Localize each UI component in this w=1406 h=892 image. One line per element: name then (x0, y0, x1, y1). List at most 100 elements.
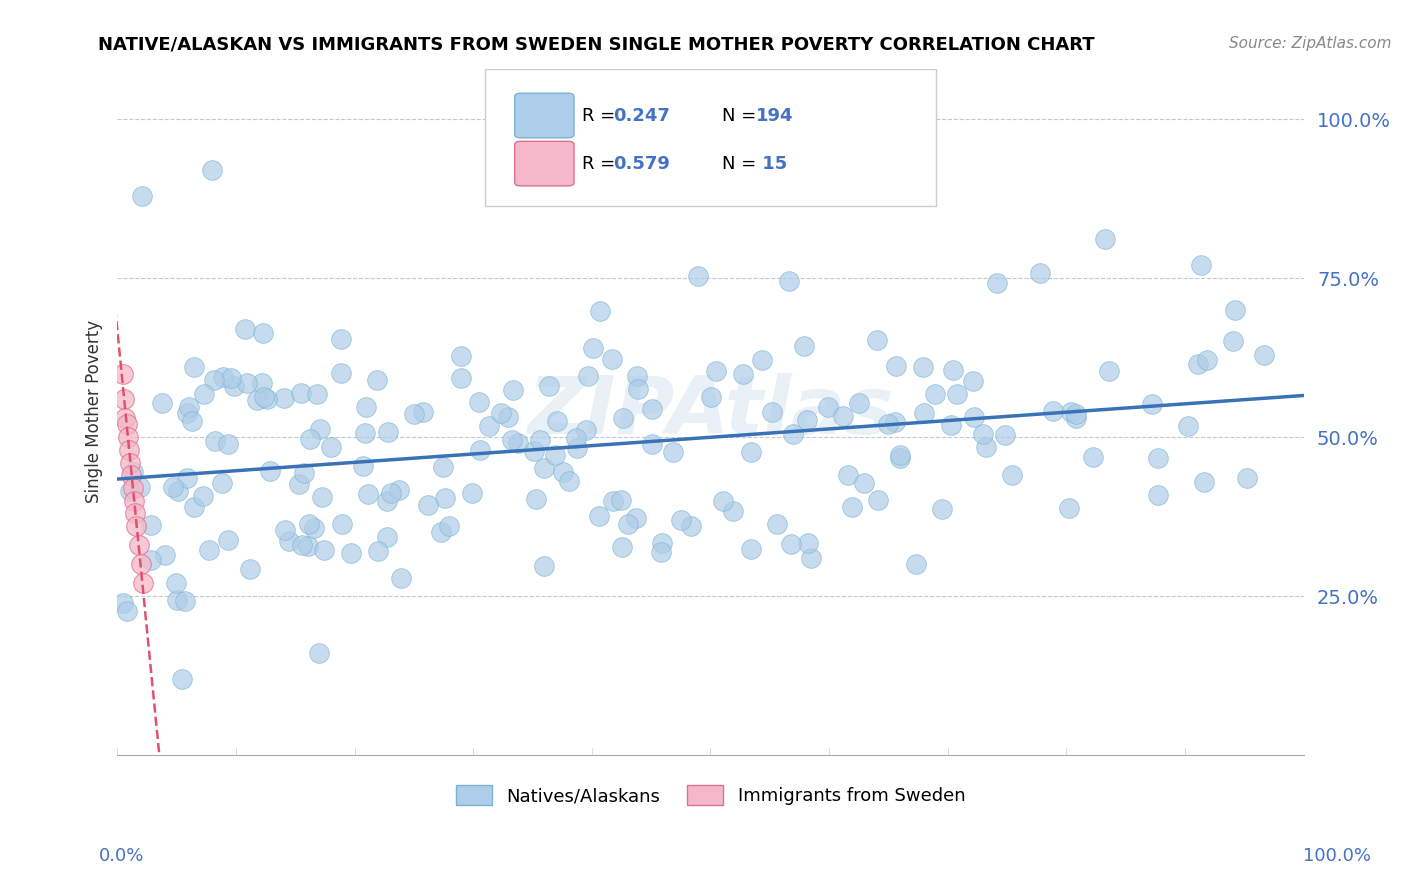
Point (761, 405, 783, 419)
Point (128, 538, 150, 552)
Point (246, 393, 269, 408)
Point (132, 576, 155, 591)
Point (533, 559, 555, 574)
Point (1236, 471, 1258, 485)
Point (588, 509, 610, 524)
Point (478, 419, 501, 434)
Point (115, 417, 138, 432)
Point (183, 359, 205, 374)
Point (450, 371, 472, 385)
Point (124, 507, 146, 521)
Point (711, 494, 734, 508)
Point (122, 465, 145, 479)
Point (491, 406, 513, 420)
Point (1094, 232, 1116, 246)
Point (780, 537, 803, 551)
Point (118, 442, 141, 457)
Point (669, 513, 692, 527)
Point (125, 519, 148, 533)
Point (311, 490, 333, 504)
Point (252, 326, 274, 340)
Text: 0.247: 0.247 (613, 106, 671, 125)
Point (884, 359, 907, 374)
Point (297, 539, 319, 553)
Text: Source: ZipAtlas.com: Source: ZipAtlas.com (1229, 36, 1392, 51)
Point (831, 409, 853, 424)
Point (841, 500, 863, 515)
Point (946, 386, 969, 401)
Text: ZIPAtlas: ZIPAtlas (527, 373, 894, 450)
Point (793, 339, 815, 353)
Point (180, 414, 202, 428)
Point (1177, 418, 1199, 433)
Point (800, 551, 823, 566)
Point (912, 360, 935, 375)
Point (354, 426, 377, 441)
Point (986, 276, 1008, 290)
Point (202, 373, 225, 387)
Point (582, 341, 605, 355)
Point (128, 480, 150, 494)
Point (434, 491, 457, 506)
Point (931, 501, 953, 516)
Point (537, 378, 560, 392)
Point (380, 486, 402, 500)
Point (963, 410, 986, 425)
Point (150, 396, 173, 410)
Point (412, 405, 434, 419)
Point (751, 353, 773, 368)
Point (974, 440, 997, 454)
Point (354, 400, 377, 414)
Point (551, 465, 574, 479)
Point (183, 500, 205, 514)
Point (544, 448, 567, 462)
Point (461, 486, 484, 500)
Point (193, 489, 215, 503)
Point (641, 402, 664, 417)
Point (375, 530, 398, 544)
Point (600, 351, 623, 366)
Point (962, 375, 984, 389)
Point (994, 427, 1017, 442)
Point (366, 373, 388, 387)
Point (299, 432, 322, 446)
Point (193, 387, 215, 401)
Point (797, 536, 820, 550)
Point (1223, 302, 1246, 317)
Point (129, 558, 152, 572)
Point (558, 474, 581, 488)
Point (167, 483, 190, 498)
Point (302, 521, 325, 535)
Point (389, 571, 412, 585)
Point (524, 492, 547, 507)
Point (1042, 404, 1064, 418)
Point (339, 546, 361, 560)
Point (259, 464, 281, 478)
Point (312, 543, 335, 558)
Point (661, 444, 683, 458)
Point (506, 435, 529, 450)
Point (375, 494, 398, 508)
Point (221, 370, 243, 384)
Text: R =: R = (582, 154, 621, 172)
Point (122, 493, 145, 508)
Point (162, 480, 184, 494)
Point (853, 475, 876, 490)
Point (112, 596, 135, 610)
Point (287, 477, 309, 491)
Point (1147, 488, 1170, 502)
Point (112, 392, 135, 406)
Point (356, 486, 378, 500)
Point (589, 303, 612, 318)
Point (627, 383, 650, 397)
Text: NATIVE/ALASKAN VS IMMIGRANTS FROM SWEDEN SINGLE MOTHER POVERTY CORRELATION CHART: NATIVE/ALASKAN VS IMMIGRANTS FROM SWEDEN… (98, 36, 1095, 54)
Point (211, 476, 233, 491)
Point (1081, 450, 1104, 464)
Point (688, 268, 710, 283)
Point (450, 349, 472, 363)
Point (377, 425, 399, 439)
Point (796, 413, 818, 427)
Point (942, 363, 965, 377)
Point (239, 562, 262, 576)
Point (273, 392, 295, 406)
